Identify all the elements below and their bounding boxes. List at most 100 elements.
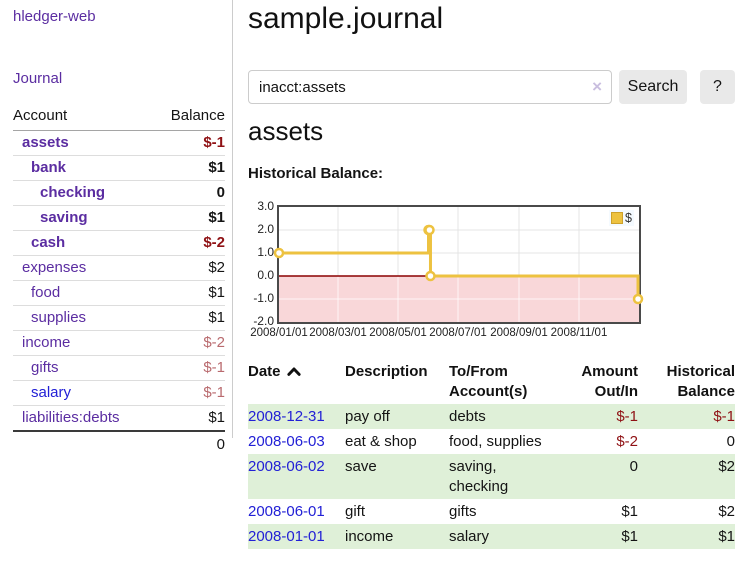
account-link-liabilities-debts[interactable]: liabilities:debts xyxy=(22,409,120,426)
transaction-description: eat & shop xyxy=(345,433,417,450)
account-row: liabilities:debts $1 xyxy=(13,405,225,431)
accounts-header-account: Account xyxy=(13,102,154,131)
x-axis-tick-label: 2008/07/01 xyxy=(429,327,487,339)
account-link-cash[interactable]: cash xyxy=(31,234,66,251)
accounts-total-spacer xyxy=(13,430,154,458)
transaction-date-link[interactable]: 2008-06-01 xyxy=(248,503,325,520)
account-row: supplies $1 xyxy=(13,305,225,331)
account-row: income $-2 xyxy=(13,330,225,356)
account-row: gifts $-1 xyxy=(13,355,225,381)
transaction-accounts: gifts xyxy=(449,503,477,520)
account-link-gifts[interactable]: gifts xyxy=(31,359,59,376)
transaction-balance: $2 xyxy=(718,503,735,520)
legend-swatch-icon xyxy=(611,212,624,224)
transaction-date-link[interactable]: 2008-01-01 xyxy=(248,528,325,545)
account-link-expenses[interactable]: expenses xyxy=(22,259,87,276)
account-link-income[interactable]: income xyxy=(22,334,71,351)
chart-legend: $ xyxy=(609,210,634,226)
account-heading: assets xyxy=(248,116,324,146)
main-panel: sample.journal × Search ? assets Histori… xyxy=(248,0,742,582)
account-balance: $1 xyxy=(153,405,225,431)
y-axis-tick-label: -1.0 xyxy=(253,291,274,305)
transaction-amount: $1 xyxy=(621,528,638,545)
app-title-link[interactable]: hledger-web xyxy=(13,8,96,25)
register-header-balance: Historical Balance xyxy=(666,363,735,400)
chart-canvas xyxy=(273,207,644,322)
legend-label: $ xyxy=(625,211,632,225)
transaction-accounts: saving, checking xyxy=(449,458,509,495)
y-axis-tick-label: 0.0 xyxy=(257,268,274,282)
transaction-date-link[interactable]: 2008-12-31 xyxy=(248,408,325,425)
y-axis-tick-label: 3.0 xyxy=(257,199,274,213)
account-balance: $-1 xyxy=(153,355,225,381)
account-balance: $1 xyxy=(153,155,225,181)
y-axis-tick-label: -2.0 xyxy=(253,314,274,328)
accounts-header-balance: Balance xyxy=(153,102,225,131)
account-row: bank $1 xyxy=(13,155,225,181)
x-axis-tick-label: 2008/11/01 xyxy=(550,327,608,339)
x-axis-tick-label: 2008/09/01 xyxy=(490,327,548,339)
register-table: Date Description To/From Account(s) Amou… xyxy=(248,360,735,549)
transaction-date-link[interactable]: 2008-06-03 xyxy=(248,433,325,450)
account-link-assets[interactable]: assets xyxy=(22,134,69,151)
account-link-supplies[interactable]: supplies xyxy=(31,309,87,326)
register-header-description: Description xyxy=(345,363,428,380)
account-link-salary[interactable]: salary xyxy=(31,384,72,401)
historical-balance-chart: $ 3.0 2.0 1.0 0.0 -1.0 -2.0 2008/01/01 2008/03/… xyxy=(248,197,742,347)
x-axis-tick-label: 2008/01/01 xyxy=(250,327,308,339)
account-balance: $1 xyxy=(153,205,225,231)
chart-plot-area: $ xyxy=(273,205,644,324)
register-header-account: To/From Account(s) xyxy=(449,363,528,400)
transaction-accounts: salary xyxy=(449,528,490,545)
clear-search-icon[interactable]: × xyxy=(592,77,602,96)
journal-link[interactable]: Journal xyxy=(13,70,63,87)
register-row: 2008-12-31 pay off debts $-1 $-1 xyxy=(248,404,735,429)
account-link-checking[interactable]: checking xyxy=(40,184,106,201)
x-axis-tick-label: 2008/03/01 xyxy=(309,327,367,339)
register-row: 2008-06-03 eat & shop food, supplies $-2 0 xyxy=(248,429,735,454)
account-row: saving $1 xyxy=(13,205,225,231)
account-row: food $1 xyxy=(13,280,225,306)
x-axis-tick-label: 2008/05/01 xyxy=(369,327,427,339)
register-header-date[interactable]: Date xyxy=(248,360,345,404)
account-link-saving[interactable]: saving xyxy=(40,209,88,226)
account-row: expenses $2 xyxy=(13,255,225,281)
y-axis-tick-label: 1.0 xyxy=(257,245,274,259)
page-title: sample.journal xyxy=(248,2,444,35)
register-row: 2008-06-02 save saving, checking 0 $2 xyxy=(248,454,735,499)
register-row: 2008-01-01 income salary $1 $1 xyxy=(248,524,735,549)
transaction-amount: $-2 xyxy=(616,433,638,450)
register-row: 2008-06-01 gift gifts $1 $2 xyxy=(248,499,735,524)
account-balance: $1 xyxy=(153,280,225,306)
account-row: cash $-2 xyxy=(13,230,225,256)
sidebar: hledger-web Journal Account Balance asse… xyxy=(0,0,233,458)
transaction-balance: $2 xyxy=(718,458,735,475)
search-bar: × Search ? xyxy=(248,70,735,104)
account-balance: $-2 xyxy=(153,330,225,356)
transaction-description: save xyxy=(345,458,377,475)
account-link-bank[interactable]: bank xyxy=(31,159,67,176)
transaction-amount: 0 xyxy=(629,458,638,475)
accounts-table: Account Balance assets $-1 bank $1 checking 0… xyxy=(13,102,225,458)
transaction-description: pay off xyxy=(345,408,390,425)
account-balance: $2 xyxy=(153,255,225,281)
accounts-tbody: assets $-1 bank $1 checking 0 saving $1 cash $-2 e… xyxy=(13,131,225,431)
account-row: checking 0 xyxy=(13,180,225,206)
register-tbody: 2008-12-31 pay off debts $-1 $-1 2008-06-03 ea… xyxy=(248,404,735,549)
help-button[interactable]: ? xyxy=(700,70,735,104)
transaction-description: income xyxy=(345,528,394,545)
chart-title: Historical Balance: xyxy=(248,165,384,182)
transaction-balance: 0 xyxy=(726,433,735,450)
accounts-total-value: 0 xyxy=(153,430,225,458)
account-balance: $-2 xyxy=(153,230,225,256)
account-balance: $1 xyxy=(153,305,225,331)
search-button[interactable]: Search xyxy=(619,70,687,104)
search-input[interactable] xyxy=(248,70,612,104)
y-axis-tick-label: 2.0 xyxy=(257,222,274,236)
transaction-date-link[interactable]: 2008-06-02 xyxy=(248,458,325,475)
account-link-food[interactable]: food xyxy=(31,284,61,301)
search-input-wrap: × xyxy=(248,70,612,104)
transaction-balance: $-1 xyxy=(713,408,735,425)
chevron-up-icon xyxy=(286,367,301,376)
